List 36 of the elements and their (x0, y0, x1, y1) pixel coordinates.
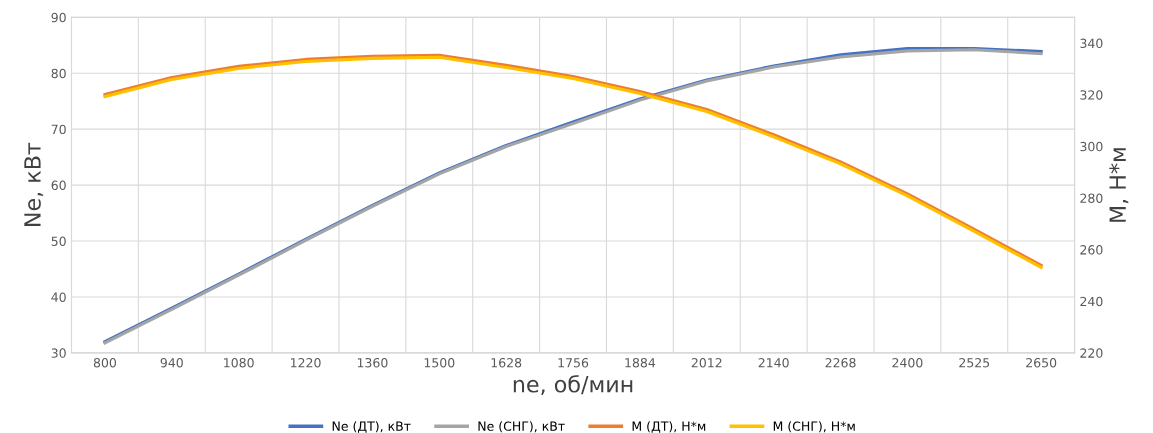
y2-axis-title: M, Н*м (1109, 148, 1129, 222)
x-tick-label: 1080 (224, 357, 254, 368)
y2-tick-label: 240 (1080, 296, 1103, 307)
x-tick-label: 1360 (357, 357, 388, 368)
x-tick-label: 2268 (825, 357, 856, 368)
y2-tick-label: 280 (1080, 193, 1103, 203)
y-tick-label: 60 (51, 180, 66, 191)
y2-tick-label: 300 (1080, 141, 1103, 152)
y-tick-label: 90 (51, 12, 66, 23)
y-tick-label: 80 (51, 68, 66, 79)
x-tick-label: 2140 (758, 357, 789, 368)
y-axis-title: Ne, кВт (24, 142, 44, 226)
y2-tick-label: 320 (1080, 90, 1103, 100)
x-tick-label: 800 (93, 357, 117, 368)
y2-tick-label: 340 (1080, 38, 1103, 49)
x-tick-label: 940 (160, 357, 183, 368)
y-tick-label: 40 (51, 292, 66, 302)
y-tick-label: 70 (51, 124, 66, 135)
y2-tick-label: 260 (1080, 245, 1103, 255)
x-tick-label: 1884 (625, 357, 656, 368)
legend-label: Ne (ДТ), кВт (332, 421, 411, 433)
x-tick-label: 1628 (491, 357, 522, 368)
legend-label: M (СНГ), Н*м (773, 421, 855, 433)
y2-tick-label: 220 (1080, 348, 1103, 358)
x-axis-title: ne, об/мин (513, 375, 633, 395)
legend-label: M (ДТ), Н*м (632, 421, 706, 433)
y-tick-label: 30 (51, 348, 66, 358)
x-tick-label: 1756 (558, 357, 589, 368)
legend-label: Ne (СНГ), кВт (478, 421, 565, 433)
x-tick-label: 2400 (892, 357, 923, 368)
x-tick-label: 2012 (691, 357, 722, 368)
x-tick-label: 1220 (291, 357, 321, 368)
y-tick-label: 50 (51, 236, 66, 246)
x-tick-label: 1500 (424, 357, 455, 368)
x-tick-label: 2525 (959, 357, 990, 368)
x-tick-label: 2650 (1026, 357, 1057, 368)
